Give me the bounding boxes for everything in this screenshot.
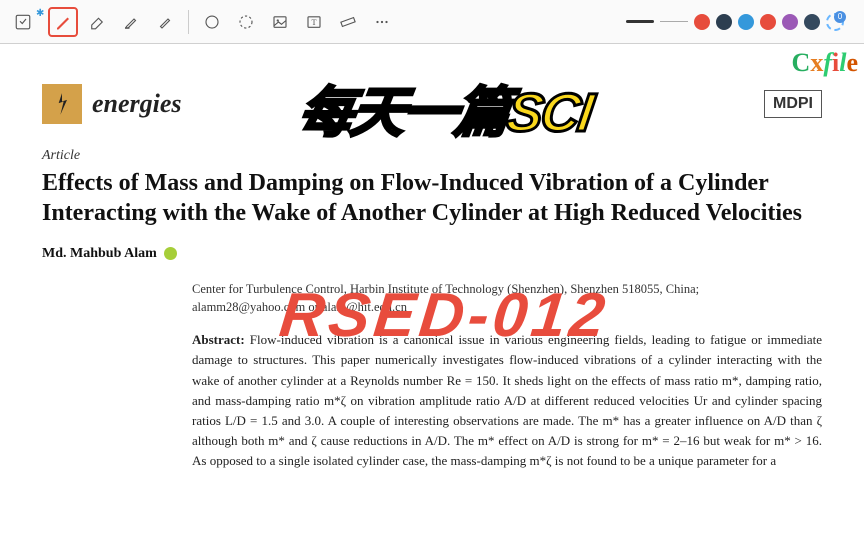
more-tool-icon	[373, 13, 391, 31]
select-tool-icon	[14, 13, 32, 31]
select-tool[interactable]	[8, 7, 38, 37]
pen-tool[interactable]	[48, 7, 78, 37]
image-tool[interactable]	[265, 7, 295, 37]
journal-icon	[42, 84, 82, 124]
overlay-episode-code: RSED-012	[276, 280, 612, 351]
author-name: Md. Mahbub Alam	[42, 246, 157, 261]
abstract-text: Flow-induced vibration is a canonical is…	[192, 332, 822, 468]
article-type-label: Article	[42, 148, 822, 164]
pen-tool-icon	[54, 13, 72, 31]
highlighter-tool-icon	[122, 13, 140, 31]
orcid-icon	[164, 247, 177, 260]
shape-tool[interactable]	[150, 7, 180, 37]
stroke-style-group: 0	[626, 13, 844, 31]
color-swatch-red2[interactable]	[760, 14, 776, 30]
brand-overlay: Cxfile	[792, 48, 858, 78]
lasso-dashed-tool[interactable]	[231, 7, 261, 37]
text-tool[interactable]: T	[299, 7, 329, 37]
color-add-badge: 0	[834, 11, 846, 23]
color-swatch-purple[interactable]	[782, 14, 798, 30]
stroke-thick[interactable]	[626, 20, 654, 23]
color-swatch-blue[interactable]	[738, 14, 754, 30]
lasso-tool[interactable]	[197, 7, 227, 37]
image-tool-icon	[271, 13, 289, 31]
svg-text:T: T	[312, 18, 317, 27]
abstract-label: Abstract:	[192, 332, 245, 347]
highlighter-tool[interactable]	[116, 7, 146, 37]
abstract-block: Abstract: Flow-induced vibration is a ca…	[192, 330, 822, 471]
journal-logo-block: energies	[42, 84, 182, 124]
eraser-tool-icon	[88, 13, 106, 31]
ruler-tool[interactable]	[333, 7, 363, 37]
overlay-chinese-title: 每天一篇SCI	[294, 68, 597, 147]
stroke-thin[interactable]	[660, 21, 688, 22]
eraser-tool[interactable]	[82, 7, 112, 37]
toolbar-divider	[188, 10, 189, 34]
color-add[interactable]: 0	[826, 13, 844, 31]
bluetooth-icon: ✱	[36, 8, 44, 19]
author-line: Md. Mahbub Alam	[42, 246, 822, 262]
text-tool-icon: T	[305, 13, 323, 31]
lasso-tool-icon	[203, 13, 221, 31]
color-swatch-red[interactable]	[694, 14, 710, 30]
publisher-badge: MDPI	[764, 90, 822, 118]
shape-tool-icon	[156, 13, 174, 31]
annotation-toolbar: ✱ T 0	[0, 0, 864, 44]
more-tool[interactable]	[367, 7, 397, 37]
color-swatch-dark[interactable]	[716, 14, 732, 30]
color-swatch-navy[interactable]	[804, 14, 820, 30]
article-title: Effects of Mass and Damping on Flow-Indu…	[42, 168, 802, 228]
lasso-dashed-icon	[237, 13, 255, 31]
ruler-tool-icon	[339, 13, 357, 31]
journal-name: energies	[92, 89, 182, 119]
